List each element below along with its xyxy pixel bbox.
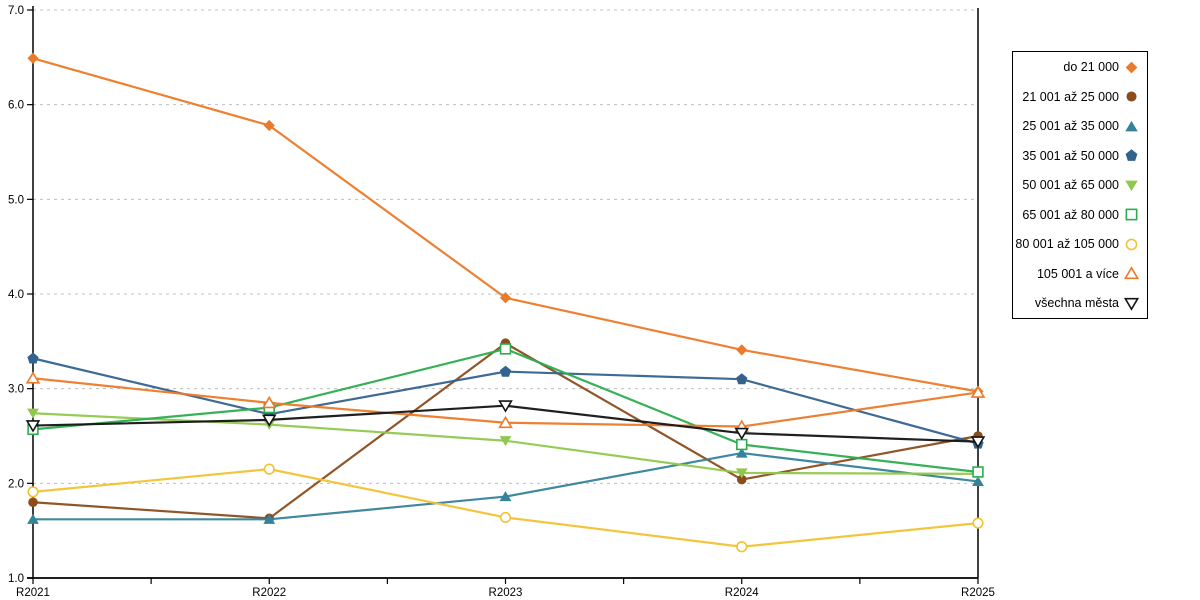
square-marker bbox=[499, 343, 512, 355]
y-axis-label: 6.0 bbox=[8, 100, 24, 112]
legend-marker-circle bbox=[1126, 91, 1137, 102]
y-axis-label: 5.0 bbox=[8, 194, 24, 206]
legend-label: 21 001 až 25 000 bbox=[1022, 89, 1119, 104]
x-axis-label: R2021 bbox=[16, 587, 50, 599]
diamond-marker bbox=[27, 52, 39, 64]
triangle-down-marker bbox=[735, 468, 748, 479]
series-6 bbox=[27, 463, 984, 553]
x-axis-label: R2022 bbox=[252, 587, 286, 599]
triangle-up-marker bbox=[499, 491, 512, 502]
legend-marker-square bbox=[1125, 208, 1138, 221]
square-marker bbox=[1125, 208, 1138, 221]
triangle-down-marker bbox=[1124, 297, 1139, 311]
diamond-marker bbox=[263, 119, 275, 132]
square-marker bbox=[972, 466, 984, 478]
triangle-up-marker bbox=[1125, 120, 1138, 131]
y-axis-label: 2.0 bbox=[8, 478, 24, 490]
circle-marker bbox=[736, 474, 747, 485]
triangle-up-marker bbox=[1124, 266, 1139, 280]
circle-marker bbox=[1126, 91, 1137, 102]
triangle-down-marker bbox=[498, 400, 513, 413]
series-line-6 bbox=[31, 468, 980, 548]
legend-label: všechna města bbox=[1034, 296, 1119, 310]
legend-marker-triangle-down bbox=[1124, 297, 1139, 311]
series-8 bbox=[25, 400, 986, 449]
x-axis-label: R2024 bbox=[725, 587, 759, 599]
legend-item-0: do 21 000 bbox=[1017, 59, 1139, 75]
triangle-up-marker bbox=[970, 385, 986, 398]
chart-legend: do 21 000 21 001 až 25 000 25 001 až 35 00… bbox=[1012, 51, 1148, 319]
x-axis-label: R2023 bbox=[489, 587, 523, 599]
triangle-down-marker bbox=[27, 408, 39, 419]
triangle-up-marker bbox=[27, 513, 39, 524]
y-axis-label: 3.0 bbox=[8, 384, 24, 396]
triangle-down-marker bbox=[1125, 180, 1138, 191]
triangle-up-marker bbox=[972, 476, 984, 487]
triangle-up-marker bbox=[261, 395, 277, 409]
pentagon-marker bbox=[1125, 149, 1138, 161]
pentagon-marker bbox=[27, 352, 39, 364]
legend-label: 35 001 až 50 000 bbox=[1022, 148, 1119, 163]
legend-label: 65 001 až 80 000 bbox=[1022, 207, 1119, 222]
legend-label: do 21 000 bbox=[1063, 60, 1119, 74]
legend-label: 25 001 až 35 000 bbox=[1022, 119, 1119, 133]
diamond-marker bbox=[736, 344, 748, 356]
triangle-down-marker bbox=[970, 436, 986, 449]
triangle-up-marker bbox=[25, 371, 41, 384]
circle-marker bbox=[972, 517, 984, 529]
legend-item-1: 21 001 až 25 000 bbox=[1017, 89, 1139, 105]
y-axis-label: 7.0 bbox=[8, 5, 24, 17]
y-axis-label: 4.0 bbox=[8, 289, 24, 301]
square-marker bbox=[736, 438, 748, 451]
circle-marker bbox=[499, 511, 512, 524]
legend-label: 80 001 až 105 000 bbox=[1015, 237, 1119, 251]
series-7 bbox=[25, 371, 986, 432]
series-2 bbox=[27, 447, 984, 524]
triangle-down-marker bbox=[734, 427, 750, 441]
legend-label: 50 001 až 65 000 bbox=[1022, 178, 1119, 192]
circle-marker bbox=[736, 541, 748, 553]
y-axis-label: 1.0 bbox=[8, 573, 24, 585]
triangle-up-marker bbox=[735, 447, 748, 458]
x-axis-label: R2025 bbox=[961, 587, 995, 599]
legend-marker-triangle-down bbox=[1125, 180, 1138, 191]
pentagon-marker bbox=[499, 365, 512, 377]
triangle-down-marker bbox=[25, 420, 41, 433]
triangle-up-marker bbox=[498, 415, 513, 429]
pentagon-marker bbox=[736, 373, 748, 385]
legend-item-5: 65 001 až 80 000 bbox=[1017, 207, 1139, 223]
legend-label: 105 001 a více bbox=[1036, 266, 1119, 281]
diamond-marker bbox=[1125, 61, 1138, 73]
legend-item-2: 25 001 až 35 000 bbox=[1017, 118, 1139, 134]
legend-marker-triangle-up bbox=[1125, 120, 1138, 131]
circle-marker bbox=[28, 497, 38, 508]
legend-marker-triangle-up bbox=[1124, 266, 1139, 280]
legend-marker-pentagon bbox=[1125, 149, 1138, 161]
legend-marker-diamond bbox=[1125, 61, 1138, 73]
triangle-up-marker bbox=[263, 513, 276, 524]
legend-item-4: 50 001 až 65 000 bbox=[1017, 177, 1139, 193]
circle-marker bbox=[263, 463, 275, 475]
legend-item-6: 80 001 až 105 000 bbox=[1015, 236, 1139, 252]
diamond-marker bbox=[499, 292, 512, 304]
legend-marker-circle bbox=[1125, 238, 1138, 250]
legend-item-8: všechna města bbox=[1017, 295, 1139, 311]
legend-item-7: 105 001 a více bbox=[1017, 266, 1139, 282]
legend-item-3: 35 001 až 50 000 bbox=[1017, 148, 1139, 164]
circle-marker bbox=[1125, 238, 1138, 250]
triangle-down-marker bbox=[499, 436, 512, 447]
circle-marker bbox=[27, 486, 39, 498]
triangle-down-marker bbox=[261, 414, 277, 427]
